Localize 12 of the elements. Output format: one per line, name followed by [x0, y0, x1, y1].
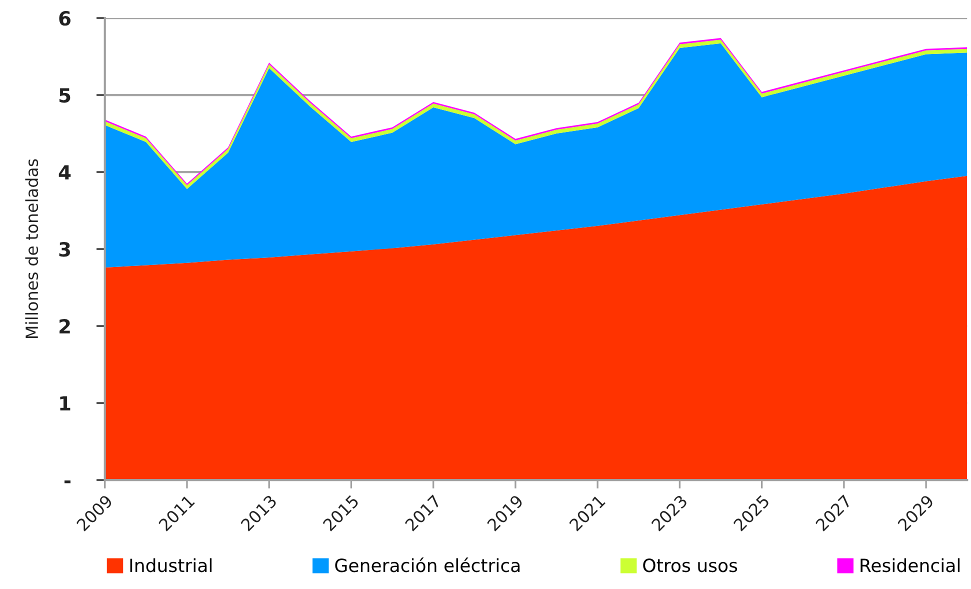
y-tick-label: 1	[60, 396, 70, 410]
y-tick-label: 4	[58, 165, 71, 180]
y-tick-label: 5	[60, 88, 70, 103]
y-tick-label: -	[64, 480, 70, 484]
legend-label: Industrial	[130, 558, 212, 572]
legend-label: Generación eléctrica	[335, 558, 520, 572]
y-axis-title: Millones de toneladas	[25, 159, 38, 338]
y-tick-label: 6	[59, 11, 70, 26]
y-tick-label: 3	[59, 242, 70, 257]
legend-label: Otros usos	[643, 558, 738, 572]
y-tick-label: 2	[60, 318, 70, 334]
legend-label: Residencial	[860, 558, 960, 572]
